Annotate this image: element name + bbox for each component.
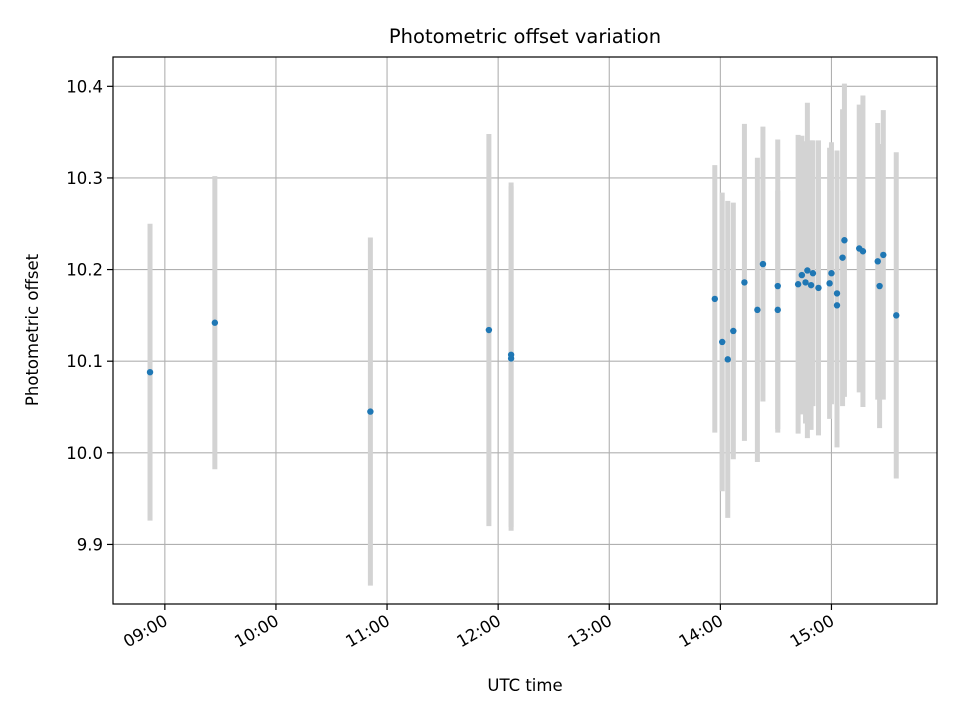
plot-area-frame: [112, 56, 938, 605]
data-point: [880, 251, 887, 259]
data-point: [802, 279, 809, 286]
data-point: [759, 260, 767, 268]
x-axis-label: UTC time: [487, 676, 562, 695]
data-point: [893, 312, 900, 319]
error-bars: [147, 83, 899, 586]
data-point: [798, 271, 806, 279]
y-axis-ticks: 9.9 10.0 10.1 10.2 10.3 10.4: [66, 77, 113, 554]
data-point: [841, 237, 848, 244]
data-point: [859, 248, 867, 255]
data-point: [794, 281, 802, 288]
data-point: [741, 279, 748, 286]
y-tick-label: 10.0: [66, 444, 103, 463]
data-point: [774, 282, 781, 290]
data-point: [826, 280, 833, 287]
chart-title: Photometric offset variation: [389, 25, 661, 48]
x-tick-label: 12:00: [453, 611, 504, 651]
data-point: [774, 306, 781, 314]
data-point: [815, 284, 822, 292]
data-point: [839, 254, 846, 261]
y-tick-label: 10.3: [66, 169, 103, 188]
data-point: [485, 326, 493, 334]
data-point: [833, 290, 841, 297]
data-point: [833, 302, 841, 309]
x-tick-label: 10:00: [231, 611, 282, 651]
x-tick-label: 15:00: [787, 611, 838, 651]
data-point: [876, 282, 883, 290]
data-point: [146, 368, 154, 376]
data-point: [754, 306, 761, 314]
data-points: [146, 237, 900, 415]
x-tick-label: 11:00: [342, 611, 393, 651]
data-point: [874, 258, 881, 265]
data-point: [724, 356, 731, 363]
y-tick-label: 10.1: [66, 352, 103, 371]
data-point: [507, 351, 515, 358]
data-point: [804, 267, 811, 274]
data-point: [367, 408, 374, 415]
data-point: [828, 270, 835, 277]
x-axis-ticks: 09:00 10:00 11:00 12:00 13:00 14:00 15:00: [120, 604, 837, 651]
data-point: [719, 338, 726, 346]
data-point: [730, 327, 737, 335]
x-tick-label: 14:00: [676, 611, 727, 651]
y-axis-label: Photometric offset: [23, 253, 42, 406]
x-tick-label: 09:00: [120, 611, 171, 651]
data-point: [711, 295, 718, 303]
y-tick-label: 9.9: [77, 535, 103, 554]
y-tick-label: 10.2: [66, 261, 103, 280]
data-point: [211, 319, 219, 326]
x-tick-label: 13:00: [565, 611, 616, 651]
data-point: [809, 270, 817, 277]
data-point: [807, 281, 815, 289]
y-tick-label: 10.4: [66, 77, 103, 96]
